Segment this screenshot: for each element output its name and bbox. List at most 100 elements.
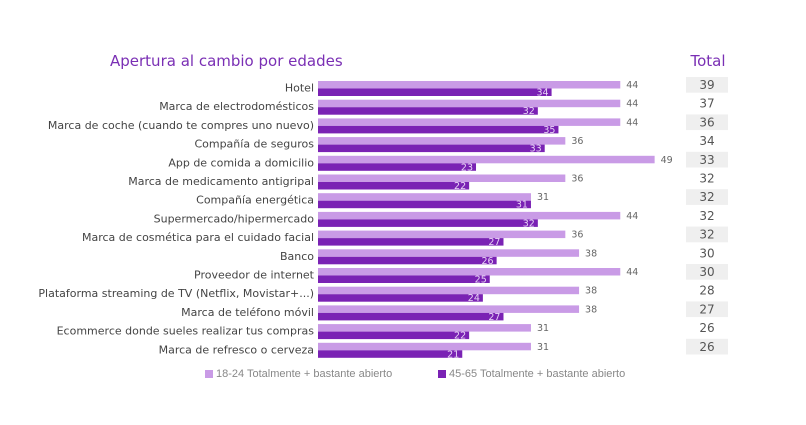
value-label-18-24: 36 (571, 136, 583, 147)
value-label-45-65: 33 (530, 144, 542, 155)
value-label-18-24: 44 (626, 99, 638, 110)
total-cell-bg (686, 301, 728, 318)
bar-18-24 (318, 137, 566, 145)
value-label-45-65: 32 (523, 218, 535, 229)
total-value: 30 (699, 246, 714, 260)
total-value: 27 (699, 302, 714, 316)
bar-18-24 (318, 230, 566, 239)
value-label-45-65: 35 (543, 125, 555, 136)
bar-18-24 (318, 249, 580, 257)
total-value: 34 (699, 134, 714, 148)
bar-45-65 (318, 125, 559, 134)
value-label-18-24: 36 (571, 174, 583, 185)
value-label-18-24: 31 (537, 192, 549, 203)
total-value: 32 (699, 228, 714, 242)
value-label-18-24: 49 (661, 155, 673, 166)
value-label-45-65: 27 (488, 312, 500, 323)
bar-45-65 (318, 182, 470, 190)
legend-label-18-24: 18-24 Totalmente + bastante abierto (216, 368, 393, 380)
total-value: 28 (699, 284, 714, 298)
total-value: 26 (699, 340, 714, 354)
bar-18-24 (318, 305, 580, 313)
total-value: 32 (699, 190, 714, 204)
category-label: Ecommerce donde sueles realizar tus comp… (57, 325, 315, 338)
value-label-18-24: 38 (585, 304, 597, 315)
bar-45-65 (318, 294, 483, 302)
value-label-45-65: 25 (475, 275, 487, 286)
category-label: Compañía energética (196, 194, 314, 207)
value-label-18-24: 31 (537, 323, 549, 334)
bar-45-65 (318, 144, 545, 153)
total-cell-bg (686, 338, 728, 355)
bar-45-65 (318, 88, 552, 96)
value-label-18-24: 44 (626, 267, 638, 278)
category-label: Marca de electrodomésticos (159, 100, 314, 113)
bar-18-24 (318, 193, 531, 201)
value-label-18-24: 44 (626, 117, 638, 128)
bar-18-24 (318, 118, 621, 126)
value-label-18-24: 44 (626, 80, 638, 91)
value-label-45-65: 31 (516, 200, 528, 211)
bar-45-65 (318, 200, 531, 209)
category-label: Marca de medicamento antigripal (128, 175, 314, 188)
bar-18-24 (318, 99, 621, 108)
category-label: Proveedor de internet (194, 269, 315, 282)
category-label: Marca de coche (cuando te compres uno nu… (48, 119, 314, 132)
bar-18-24 (318, 174, 566, 182)
total-value: 32 (699, 172, 714, 186)
legend-item-45-65: 45-65 Totalmente + bastante abierto (438, 368, 625, 380)
value-label-45-65: 27 (488, 237, 500, 248)
category-label: Plataforma streaming de TV (Netflix, Mov… (38, 287, 314, 300)
total-value: 39 (699, 78, 714, 92)
category-label: Banco (280, 250, 314, 263)
value-label-18-24: 38 (585, 286, 597, 297)
bar-18-24 (318, 268, 621, 276)
category-label: App de comida a domicilio (168, 156, 314, 169)
total-value: 30 (699, 265, 714, 279)
bar-18-24 (318, 211, 621, 220)
value-label-18-24: 38 (585, 248, 597, 259)
category-label: Compañía de seguros (194, 138, 314, 151)
bar-18-24 (318, 155, 655, 164)
category-label: Supermercado/hipermercado (154, 212, 315, 225)
value-label-18-24: 36 (571, 230, 583, 241)
bar-18-24 (318, 324, 531, 332)
legend-swatch-18-24 (205, 370, 213, 378)
category-label: Marca de refresco o cerveza (159, 343, 314, 356)
bar-45-65 (318, 331, 470, 340)
value-label-45-65: 34 (536, 88, 548, 99)
bar-45-65 (318, 219, 538, 227)
legend-swatch-45-65 (438, 370, 446, 378)
total-cell-bg (686, 264, 728, 280)
total-value: 32 (699, 209, 714, 223)
category-label: Marca de teléfono móvil (181, 306, 314, 319)
bar-45-65 (318, 350, 463, 358)
total-value: 36 (699, 115, 714, 129)
value-label-45-65: 23 (461, 162, 473, 173)
legend-item-18-24: 18-24 Totalmente + bastante abierto (205, 368, 392, 380)
bar-45-65 (318, 256, 497, 265)
total-value: 26 (699, 321, 714, 335)
bar-45-65 (318, 312, 504, 321)
value-label-45-65: 26 (482, 256, 494, 267)
total-cell-bg (686, 189, 728, 205)
chart-title: Apertura al cambio por edades (110, 52, 343, 70)
bar-18-24 (318, 81, 621, 89)
total-cell-bg (686, 114, 728, 131)
bar-18-24 (318, 286, 580, 295)
bar-45-65 (318, 107, 538, 115)
value-label-45-65: 22 (454, 331, 466, 342)
value-label-18-24: 44 (626, 211, 638, 222)
total-column-header: Total (690, 52, 726, 70)
value-label-45-65: 22 (454, 181, 466, 192)
bar-18-24 (318, 342, 531, 351)
bar-45-65 (318, 275, 490, 283)
total-cell-bg (686, 226, 728, 243)
total-value: 37 (699, 97, 714, 111)
value-label-45-65: 24 (468, 293, 480, 304)
value-label-45-65: 32 (523, 106, 535, 117)
category-label: Marca de cosmética para el cuidado facia… (82, 231, 314, 244)
value-label-45-65: 21 (447, 349, 459, 360)
legend-label-45-65: 45-65 Totalmente + bastante abierto (449, 368, 626, 380)
